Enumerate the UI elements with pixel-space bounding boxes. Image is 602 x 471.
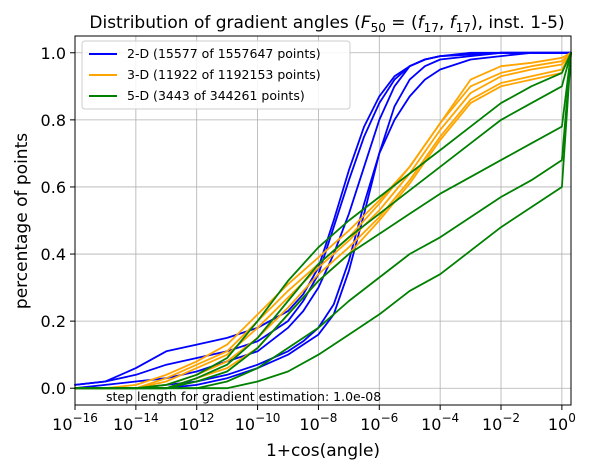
title-f2: f <box>450 13 459 33</box>
y-axis-label: percentage of points <box>12 133 32 309</box>
x-tick-base: 10 <box>52 415 72 434</box>
x-tick-base: 10 <box>179 415 199 434</box>
title-comma: , <box>439 13 450 33</box>
title-F: F <box>361 13 371 33</box>
title-f2-sub: 17 <box>456 21 471 35</box>
x-tick-base: 10 <box>113 415 133 434</box>
x-tick-label: 10−8 <box>299 411 337 434</box>
x-tick-base: 10 <box>360 415 380 434</box>
series-line-3-d-7 <box>74 51 572 390</box>
x-tick-label: 10−14 <box>113 411 159 434</box>
y-tick-label: 1.0 <box>41 44 66 63</box>
series-line-5-d-10 <box>74 51 572 390</box>
x-tick-label: 10−10 <box>235 411 281 434</box>
x-tick-label: 100 <box>548 411 576 434</box>
ticks: 10−16 10−14 1012 10−10 10−8 10−6 10−4 10−2 1000.… <box>41 44 576 434</box>
x-tick-exponent: −14 <box>133 411 158 425</box>
y-tick-label: 0.2 <box>41 312 66 331</box>
y-tick-label: 0.0 <box>41 379 66 398</box>
legend-label-2d: 2-D (15577 of 1557647 points) <box>127 46 321 61</box>
x-tick-base: 10 <box>235 415 255 434</box>
title-eq: = ( <box>386 13 418 33</box>
title-F-sub: 50 <box>371 21 386 35</box>
x-tick-exponent: −4 <box>441 411 459 425</box>
y-tick-label: 0.6 <box>41 178 66 197</box>
x-tick-label: 1012 <box>179 411 215 434</box>
chart-title: Distribution of gradient angles (F50 = (… <box>89 13 564 35</box>
x-tick-exponent: −16 <box>73 411 98 425</box>
x-tick-exponent: −6 <box>381 411 399 425</box>
plot-frame <box>74 35 572 406</box>
x-tick-exponent: −8 <box>320 411 338 425</box>
x-axis-label: 1+cos(angle) <box>266 441 380 461</box>
x-tick-label: 10−16 <box>52 411 98 434</box>
series-layer <box>74 51 572 390</box>
x-tick-label: 10−4 <box>421 411 459 434</box>
step-length-annotation: step length for gradient estimation: 1.0… <box>106 389 381 404</box>
x-tick-label: 10−2 <box>482 411 520 434</box>
x-tick-exponent: −10 <box>255 411 280 425</box>
legend-label-5d: 5-D (3443 of 344261 points) <box>127 88 305 103</box>
title-f1: f <box>418 13 427 33</box>
title-prefix: Distribution of gradient angles ( <box>89 13 360 33</box>
series-line-2-d-2 <box>74 51 572 390</box>
title-f1-sub: 17 <box>424 21 439 35</box>
x-tick-exponent: −2 <box>502 411 520 425</box>
legend: 2-D (15577 of 1557647 points) 3-D (11922… <box>81 40 351 110</box>
y-tick-label: 0.8 <box>41 111 66 130</box>
x-tick-base: 10 <box>299 415 319 434</box>
legend-label-3d: 3-D (11922 of 1192153 points) <box>127 67 321 82</box>
x-tick-base: 10 <box>421 415 441 434</box>
x-tick-exponent: 0 <box>568 411 576 425</box>
series-line-2-d-4 <box>74 51 572 390</box>
x-tick-label: 10−6 <box>360 411 398 434</box>
series-line-2-d-1 <box>74 51 572 386</box>
title-suffix: ), inst. 1-5) <box>471 13 565 33</box>
series-line-5-d-14 <box>74 51 572 390</box>
legend-box <box>81 40 351 110</box>
series-line-2-d-3 <box>74 51 572 390</box>
series-line-5-d-11 <box>74 51 572 390</box>
series-line-3-d-5 <box>74 51 572 390</box>
x-tick-exponent: 12 <box>199 411 214 425</box>
series-line-5-d-12 <box>74 51 572 390</box>
x-tick-base: 10 <box>482 415 502 434</box>
y-tick-label: 0.4 <box>41 245 66 264</box>
x-tick-base: 10 <box>548 415 568 434</box>
